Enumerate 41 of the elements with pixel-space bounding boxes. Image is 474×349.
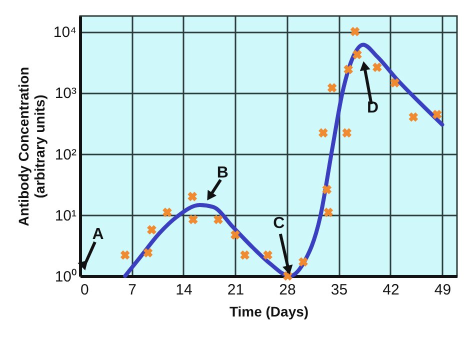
y-axis-title: Antibody Concentration (arbitrary units) (15, 66, 48, 226)
annotation: B (216, 164, 228, 182)
x-tick-label: 21 (227, 282, 244, 298)
point (344, 64, 354, 74)
point (432, 110, 442, 120)
x-tick-label: 28 (279, 282, 296, 298)
x-tick-label: 42 (382, 282, 400, 298)
point (120, 250, 130, 260)
point (324, 208, 334, 218)
point (214, 214, 223, 224)
x-tick-label: 14 (176, 282, 192, 298)
point (143, 248, 153, 258)
x-axis-title: Time (Days) (229, 304, 309, 320)
point (352, 50, 362, 60)
point (350, 26, 360, 36)
annotation: C (273, 215, 286, 232)
point (342, 128, 352, 138)
x-tick-label: 49 (434, 282, 452, 298)
y-tick-label: 10⁰ (54, 268, 76, 286)
point (263, 250, 272, 260)
point (372, 62, 382, 72)
point (327, 83, 337, 93)
y-tick-label: 10⁴ (53, 24, 76, 42)
point (298, 257, 308, 267)
y-tick-label: 10² (54, 146, 76, 164)
x-tick-label: 7 (128, 282, 136, 298)
point (240, 250, 250, 260)
point (188, 214, 198, 224)
point (162, 208, 172, 218)
y-tick-label: 10¹ (54, 207, 76, 224)
point (322, 184, 332, 194)
point (408, 112, 418, 122)
y-tick-label: 10³ (54, 85, 76, 102)
point (318, 128, 328, 138)
point (230, 230, 240, 240)
annotation: A (92, 226, 104, 243)
x-tick-label: 0 (80, 282, 89, 298)
point (188, 192, 198, 202)
x-tick-label: 35 (330, 282, 348, 298)
point (147, 225, 156, 235)
point (390, 78, 400, 88)
